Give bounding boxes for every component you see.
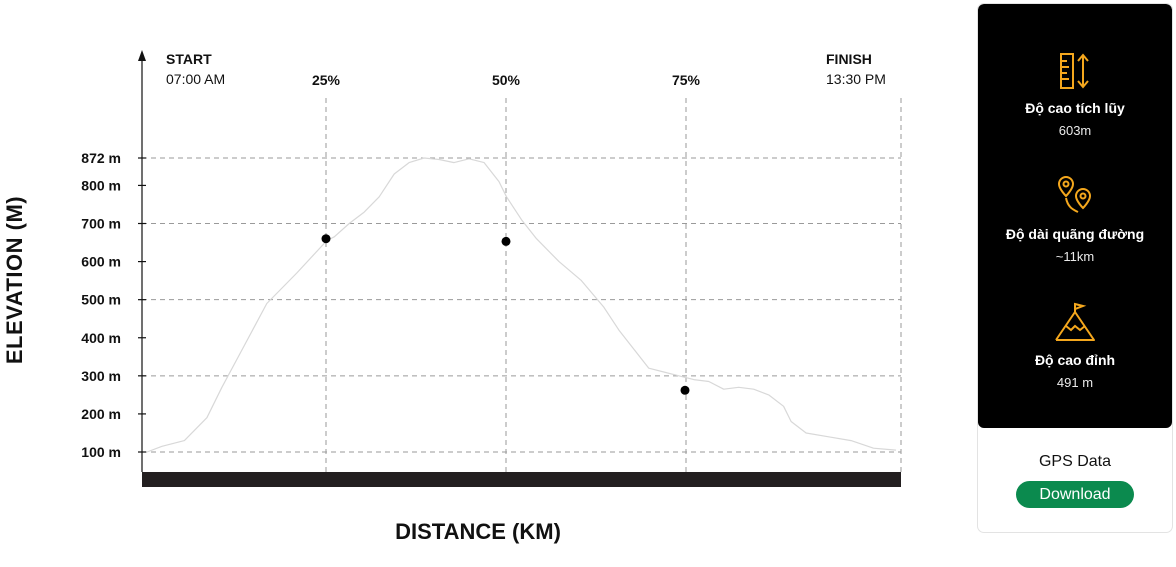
elevation-chart: 872 m 800 m 700 m 600 m 500 m 400 m 300 m 200 m… bbox=[2, 50, 902, 544]
x-axis-title: DISTANCE (KM) bbox=[395, 519, 561, 544]
y-tick-label: 600 m bbox=[81, 254, 121, 270]
y-tick-label: 872 m bbox=[81, 150, 121, 166]
y-axis-arrow bbox=[138, 50, 146, 61]
y-tick-label: 100 m bbox=[81, 444, 121, 460]
y-tick-label: 200 m bbox=[81, 406, 121, 422]
stat-peak-elevation: Độ cao đỉnh 491 m bbox=[978, 302, 1172, 390]
elevation-chart-svg: 872 m 800 m 700 m 600 m 500 m 400 m 300 m 200 m… bbox=[81, 50, 902, 487]
stat-elevation-gain-label: Độ cao tích lũy bbox=[1025, 100, 1125, 116]
stat-peak-elevation-label: Độ cao đỉnh bbox=[1034, 352, 1116, 368]
ruler-arrows-icon bbox=[1060, 53, 1089, 89]
y-axis-title: ELEVATION (M) bbox=[2, 195, 27, 365]
checkpoint-marker bbox=[321, 234, 331, 244]
stat-elevation-gain-value: 603m bbox=[1058, 123, 1092, 138]
finish-time: 13:30 PM bbox=[826, 71, 886, 87]
progress-label-25: 25% bbox=[311, 72, 341, 88]
stat-peak-elevation-value: 491 m bbox=[1056, 375, 1094, 390]
checkpoint-marker bbox=[501, 236, 511, 246]
route-progress-bar bbox=[142, 472, 901, 487]
y-tick-label: 400 m bbox=[81, 330, 121, 346]
route-pins-icon bbox=[1057, 175, 1092, 213]
y-tick-label: 800 m bbox=[81, 177, 121, 193]
stat-route-length-value: ~11km bbox=[1055, 249, 1095, 264]
y-tick-label: 700 m bbox=[81, 216, 121, 232]
progress-label-50: 50% bbox=[491, 72, 521, 88]
start-info: START 07:00 AM bbox=[166, 51, 225, 87]
elevation-profile-line bbox=[146, 157, 897, 453]
progress-label-75: 75% bbox=[671, 72, 701, 88]
mountain-flag-icon bbox=[1055, 302, 1095, 341]
start-label: START bbox=[166, 51, 212, 67]
route-stats-panel: Độ cao tích lũy 603m Độ dài quãng đường … bbox=[978, 4, 1172, 428]
y-tick-label: 500 m bbox=[81, 292, 121, 308]
route-summary-card: Độ cao tích lũy 603m Độ dài quãng đường … bbox=[978, 4, 1172, 532]
y-tick-label: 300 m bbox=[81, 368, 121, 384]
start-time: 07:00 AM bbox=[166, 71, 226, 87]
stat-route-length: Độ dài quãng đường ~11km bbox=[978, 174, 1172, 264]
finish-info: FINISH 13:30 PM bbox=[826, 51, 886, 87]
stat-route-length-label: Độ dài quãng đường bbox=[1005, 226, 1145, 242]
download-button[interactable]: Download bbox=[1016, 481, 1134, 508]
checkpoint-marker bbox=[680, 385, 690, 395]
finish-label: FINISH bbox=[826, 51, 872, 67]
stat-elevation-gain: Độ cao tích lũy 603m bbox=[978, 52, 1172, 138]
gps-data-title: GPS Data bbox=[1038, 453, 1112, 470]
